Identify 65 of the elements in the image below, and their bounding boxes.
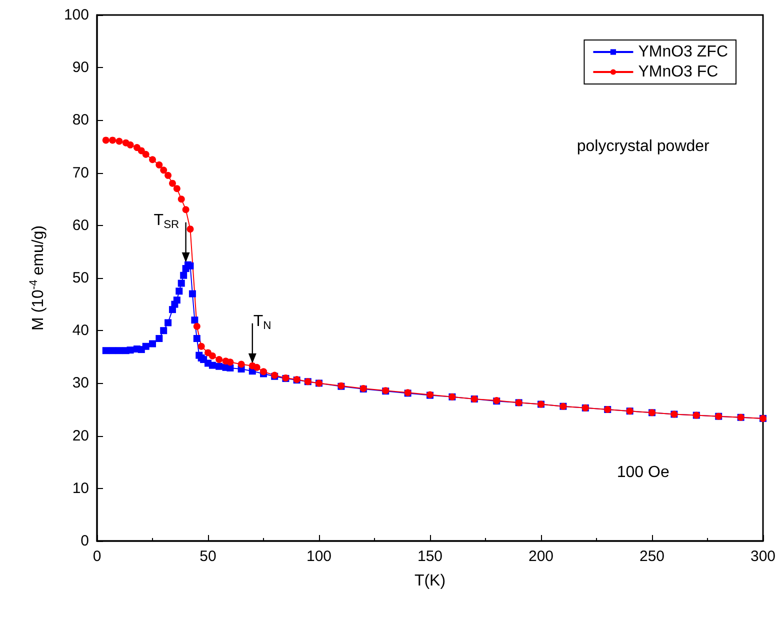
point — [156, 161, 163, 168]
y-tick-label: 70 — [72, 164, 89, 182]
x-tick-label: 200 — [528, 548, 554, 565]
y-tick-label: 100 — [64, 6, 89, 24]
point — [173, 296, 180, 304]
point — [238, 360, 245, 368]
point — [116, 138, 123, 145]
annotation: polycrystal powder — [576, 138, 710, 155]
point — [173, 185, 180, 192]
y-tick-label: 60 — [72, 216, 89, 234]
point — [178, 280, 185, 287]
point — [182, 206, 190, 214]
point — [142, 150, 150, 158]
x-tick-label: 0 — [92, 548, 102, 565]
point — [193, 334, 200, 342]
point — [138, 147, 145, 154]
point — [102, 347, 110, 354]
point — [142, 342, 150, 350]
point — [188, 290, 196, 298]
point — [253, 364, 260, 371]
point — [208, 352, 216, 360]
point — [126, 346, 134, 354]
point — [160, 166, 168, 174]
legend-label: YMnO3 ZFC — [638, 44, 728, 60]
y-axis-title: M (10-4 emu/g) — [28, 225, 48, 331]
x-tick-label: 50 — [200, 548, 216, 565]
point — [109, 347, 116, 354]
point — [193, 322, 200, 330]
y-tick-label: 30 — [72, 374, 89, 392]
point — [198, 342, 205, 350]
point — [216, 362, 223, 370]
annotation: 100 Oe — [616, 464, 670, 482]
point — [156, 334, 163, 342]
x-tick-label: 300 — [750, 548, 776, 565]
legend-label: YMnO3 FC — [638, 64, 718, 80]
point — [208, 362, 216, 369]
point — [116, 347, 123, 354]
point — [226, 358, 234, 366]
point — [160, 327, 168, 334]
point — [226, 364, 234, 372]
point — [191, 316, 198, 324]
y-tick-label: 90 — [72, 59, 89, 76]
y-tick-label: 40 — [72, 322, 89, 340]
y-tick-label: 50 — [72, 270, 89, 286]
point — [180, 272, 188, 279]
y-tick-label: 10 — [72, 480, 89, 497]
point — [176, 288, 183, 295]
y-tick-label: 80 — [72, 112, 89, 129]
point — [168, 180, 176, 187]
point — [149, 340, 156, 348]
x-axis-title: T(K) — [414, 572, 446, 590]
point — [164, 319, 172, 326]
y-tick-label: 0 — [80, 532, 89, 550]
point — [126, 141, 134, 148]
point — [102, 136, 110, 144]
point — [216, 356, 223, 364]
point — [164, 172, 172, 179]
x-tick-label: 150 — [417, 548, 443, 565]
x-tick-label: 250 — [639, 548, 665, 565]
point — [178, 196, 185, 203]
point — [186, 226, 194, 233]
y-tick-label: 20 — [72, 427, 89, 444]
x-tick-label: 100 — [306, 548, 332, 565]
point — [149, 156, 156, 164]
point — [109, 136, 116, 144]
